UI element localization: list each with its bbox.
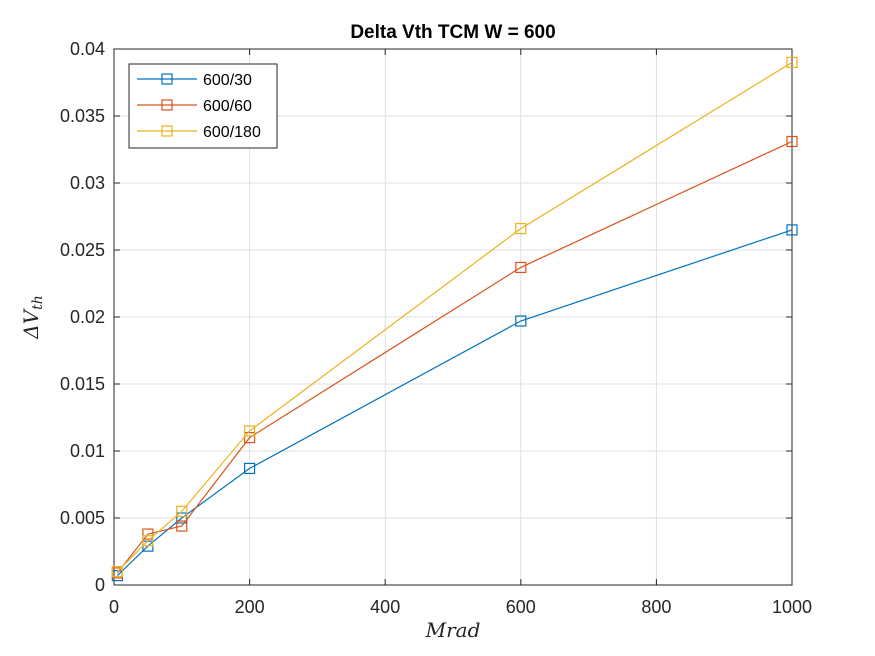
legend-label: 600/30	[203, 72, 252, 89]
legend-marker	[161, 73, 173, 85]
y-tick-label: 0.03	[70, 173, 105, 193]
y-tick-label: 0.005	[60, 508, 105, 528]
legend-marker	[161, 125, 173, 137]
data-point-marker	[515, 315, 527, 327]
x-tick-label: 600	[506, 597, 536, 617]
y-tick-label: 0.02	[70, 307, 105, 327]
legend-entry: 600/30	[137, 72, 252, 89]
x-tick-label: 1000	[772, 597, 812, 617]
x-tick-label: 400	[370, 597, 400, 617]
data-point-marker	[142, 535, 154, 547]
x-tick-label: 800	[641, 597, 671, 617]
y-tick-label: 0.04	[70, 39, 105, 59]
data-point-marker	[244, 425, 256, 437]
y-axis-label-main: ΔV	[19, 307, 43, 339]
data-point-marker	[176, 505, 188, 517]
y-tick-label: 0.015	[60, 374, 105, 394]
y-axis-label: ΔVth	[19, 295, 46, 340]
chart-title: Delta Vth TCM W = 600	[350, 22, 555, 43]
legend-entry: 600/180	[137, 124, 261, 141]
data-point-marker	[176, 512, 188, 524]
data-point-marker	[142, 528, 154, 540]
data-point-marker	[515, 222, 527, 235]
axis-ticks: 0 200 400 600 800 1000 0 0.005 0.01 0.015 0.02 0.02…	[60, 39, 812, 617]
x-tick-label: 200	[235, 597, 265, 617]
series-group	[111, 56, 798, 582]
data-point-marker	[176, 520, 188, 532]
legend-label: 600/60	[203, 98, 252, 115]
data-point-marker	[786, 56, 798, 69]
legend-marker	[161, 99, 173, 111]
data-point-marker	[515, 261, 527, 274]
data-point-marker	[786, 224, 798, 236]
y-tick-label: 0	[95, 575, 105, 595]
series-600-180	[111, 56, 798, 578]
x-axis-label: Mrad	[425, 618, 481, 642]
data-point-marker	[786, 135, 798, 148]
legend: 600/30 600/60 600/180	[128, 63, 278, 149]
y-tick-label: 0.035	[60, 106, 105, 126]
x-tick-label: 0	[109, 597, 119, 617]
y-tick-label: 0.01	[70, 441, 105, 461]
data-point-marker	[244, 462, 256, 475]
legend-entry: 600/60	[137, 98, 252, 115]
legend-box	[128, 63, 278, 149]
legend-label: 600/180	[203, 124, 261, 141]
y-tick-label: 0.025	[60, 240, 105, 260]
y-axis-label-subscript: th	[30, 295, 46, 310]
data-point-marker	[111, 565, 123, 578]
